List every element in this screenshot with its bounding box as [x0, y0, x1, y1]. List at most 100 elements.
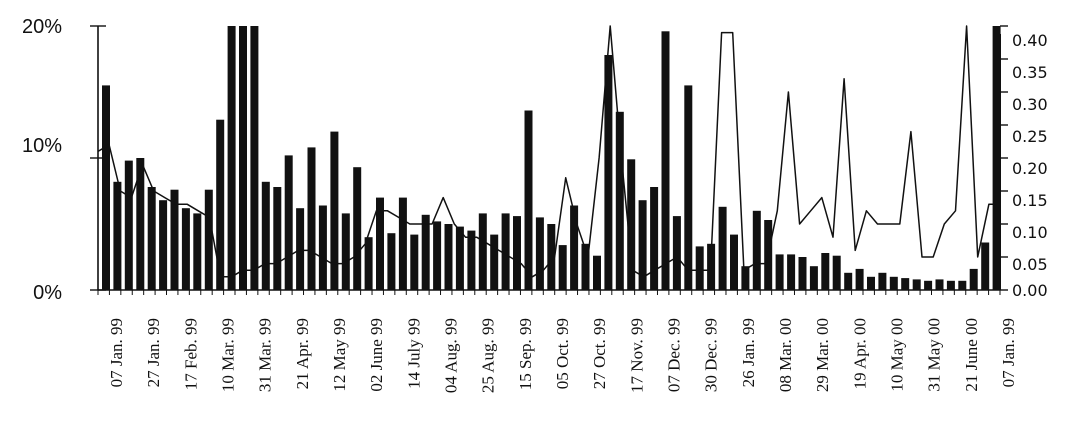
bar	[752, 210, 761, 290]
bar	[318, 205, 327, 290]
bar	[581, 243, 590, 290]
bar	[307, 147, 316, 290]
bar	[558, 245, 567, 290]
bar	[147, 187, 156, 290]
bar-series	[102, 26, 1001, 291]
bar	[284, 155, 293, 290]
bar	[124, 160, 133, 290]
bar	[181, 208, 190, 290]
left-tick-label: 20%	[22, 16, 62, 38]
bar	[638, 200, 647, 290]
bar	[992, 26, 1001, 290]
bar	[615, 111, 624, 290]
left-tick-label: 0%	[33, 282, 62, 304]
bar	[570, 205, 579, 290]
bar	[273, 187, 282, 290]
bar	[969, 268, 978, 290]
bar	[113, 181, 122, 290]
bar	[513, 216, 521, 290]
right-tick-label: 0.35	[1012, 63, 1048, 82]
x-tick-labels: 07 Jan. 99 27 Jan. 99 17 Feb. 99 10 Mar. 99…	[107, 318, 1018, 393]
right-tick-label: 0.30	[1012, 95, 1048, 114]
bar	[159, 200, 168, 290]
bar	[547, 224, 556, 290]
right-tick-label: 0.10	[1012, 223, 1048, 242]
x-tick-label: 25 Aug. 99	[479, 318, 498, 393]
bar	[775, 254, 784, 290]
bar	[501, 213, 510, 290]
bar	[832, 255, 841, 290]
x-tick-label: 21 June 00	[962, 318, 981, 392]
bar	[296, 208, 305, 290]
bar	[524, 110, 533, 290]
bar	[958, 280, 967, 290]
bar	[387, 233, 396, 290]
right-tick-label: 0.15	[1012, 191, 1048, 210]
right-tick-marks	[1000, 25, 1008, 291]
x-tick-label: 05 Oct. 99	[553, 318, 572, 389]
x-tick-label: 27 Jan. 99	[144, 318, 163, 387]
x-tick-label: 10 Mar. 99	[219, 318, 238, 392]
x-tick-label: 04 Aug. 99	[442, 318, 461, 393]
bar	[787, 254, 796, 290]
x-tick-label: 17 Feb. 99	[181, 318, 200, 390]
bar	[661, 31, 670, 291]
bar	[684, 85, 693, 291]
x-tick-label: 31 May 00	[925, 318, 944, 392]
bar	[330, 131, 339, 290]
x-tick-label: 27 Oct. 99	[590, 318, 609, 389]
bar	[821, 253, 830, 290]
bar	[901, 278, 910, 290]
bar	[650, 187, 659, 290]
bar	[364, 237, 373, 290]
bar	[924, 280, 933, 290]
bar	[844, 272, 853, 290]
x-tick-label: 07 Jan. 99	[999, 318, 1018, 387]
x-tick-label: 10 May 00	[888, 318, 907, 392]
bar	[878, 272, 887, 290]
x-tick-label: 02 June 99	[367, 318, 386, 392]
x-tick-label: 26 Jan. 99	[739, 318, 758, 387]
x-tick-label: 30 Dec. 99	[702, 318, 721, 392]
bar	[216, 119, 225, 290]
bar	[193, 213, 202, 290]
bar	[867, 276, 875, 290]
bar	[672, 216, 681, 290]
bar	[353, 167, 362, 290]
bar	[981, 242, 990, 290]
bar	[410, 234, 419, 290]
bar	[444, 224, 453, 290]
right-axis: 0.40 0.35 0.30 0.25 0.20 0.15 0.10 0.05 …	[999, 31, 1048, 300]
line-series-path	[97, 25, 1000, 278]
line-series	[97, 25, 1000, 278]
x-tick-label: 21 Apr. 99	[293, 318, 312, 389]
bar	[170, 189, 179, 290]
bar	[478, 213, 487, 290]
bar	[490, 234, 499, 290]
bar	[741, 266, 750, 290]
right-tick-label: 0.40	[1012, 31, 1048, 50]
bar	[718, 206, 727, 290]
bar	[855, 268, 864, 290]
bar	[889, 276, 898, 290]
bar	[946, 280, 955, 290]
x-tick-label: 31 Mar. 99	[256, 318, 275, 392]
bar	[912, 279, 921, 290]
bar	[376, 197, 384, 290]
bar	[239, 26, 247, 290]
bar	[341, 213, 350, 290]
bar	[421, 214, 430, 290]
x-tick-label: 12 May 99	[330, 318, 349, 392]
bar	[204, 189, 213, 290]
bar	[467, 230, 476, 290]
right-tick-label: 0.20	[1012, 159, 1048, 178]
x-tick-label: 14 July 99	[404, 318, 423, 389]
bar	[730, 234, 738, 290]
bar	[227, 26, 236, 290]
left-tick-label: 10%	[22, 135, 62, 157]
left-axis: 20% 10% 0%	[22, 16, 106, 304]
bar	[604, 55, 613, 290]
x-tick-label: 07 Jan. 99	[107, 318, 126, 387]
x-tick-marks	[97, 290, 1001, 295]
